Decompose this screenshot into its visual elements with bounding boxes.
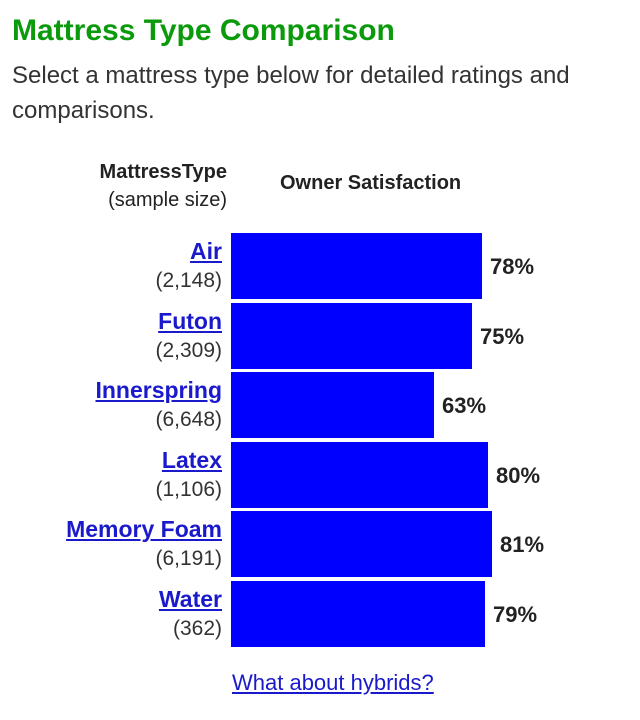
satisfaction-value-label: 79% (493, 602, 538, 627)
row-label: Memory Foam (6,191) (66, 514, 222, 574)
satisfaction-bar[interactable] (231, 372, 434, 438)
sample-size: (1,106) (155, 478, 222, 501)
sample-size: (6,648) (155, 408, 222, 431)
chart-row: Latex (1,106) 80% (0, 441, 640, 510)
chart-row: Air (2,148) 78% (0, 232, 640, 301)
chart-row: Memory Foam (6,191) 81% (0, 510, 640, 579)
satisfaction-value-label: 75% (480, 324, 525, 349)
row-label: Water (362) (159, 584, 222, 644)
chart-row: Innerspring (6,648) 63% (0, 371, 640, 440)
owner-satisfaction-heading: Owner Satisfaction (280, 172, 462, 194)
page-subtitle: Select a mattress type below for detaile… (12, 62, 570, 124)
mattress-type-column-header: MattressType (sample size) (100, 158, 227, 214)
satisfaction-bar[interactable] (231, 511, 492, 577)
page-title: Mattress Type Comparison (12, 14, 395, 47)
satisfaction-value-label: 81% (500, 532, 545, 557)
row-label: Latex (1,106) (155, 445, 222, 505)
mattress-type-link[interactable]: Innerspring (95, 377, 222, 403)
mattress-type-link[interactable]: Futon (158, 308, 222, 334)
mattress-type-heading: MattressType (99, 161, 227, 183)
satisfaction-value-label: 63% (442, 393, 487, 418)
satisfaction-bar[interactable] (231, 233, 482, 299)
mattress-type-link[interactable]: Air (190, 238, 222, 264)
mattress-type-link[interactable]: Latex (161, 447, 222, 473)
sample-size-heading: (sample size) (108, 189, 227, 211)
sample-size: (6,191) (155, 547, 222, 570)
chart-row: Futon (2,309) 75% (0, 302, 640, 371)
satisfaction-bar[interactable] (231, 442, 488, 508)
mattress-type-link[interactable]: Memory Foam (66, 516, 222, 542)
row-label: Air (2,148) (155, 236, 222, 296)
chart-row: Water (362) 79% (0, 580, 640, 649)
row-label: Futon (2,309) (155, 306, 222, 366)
satisfaction-value-label: 78% (490, 254, 535, 279)
sample-size: (2,309) (155, 339, 222, 362)
satisfaction-bar[interactable] (231, 581, 485, 647)
satisfaction-value-label: 80% (496, 463, 541, 488)
satisfaction-bar[interactable] (231, 303, 472, 369)
row-label: Innerspring (6,648) (95, 375, 222, 435)
hybrids-link[interactable]: What about hybrids? (232, 670, 434, 695)
sample-size: (2,148) (155, 269, 222, 292)
mattress-type-link[interactable]: Water (158, 586, 222, 612)
sample-size: (362) (172, 617, 222, 640)
